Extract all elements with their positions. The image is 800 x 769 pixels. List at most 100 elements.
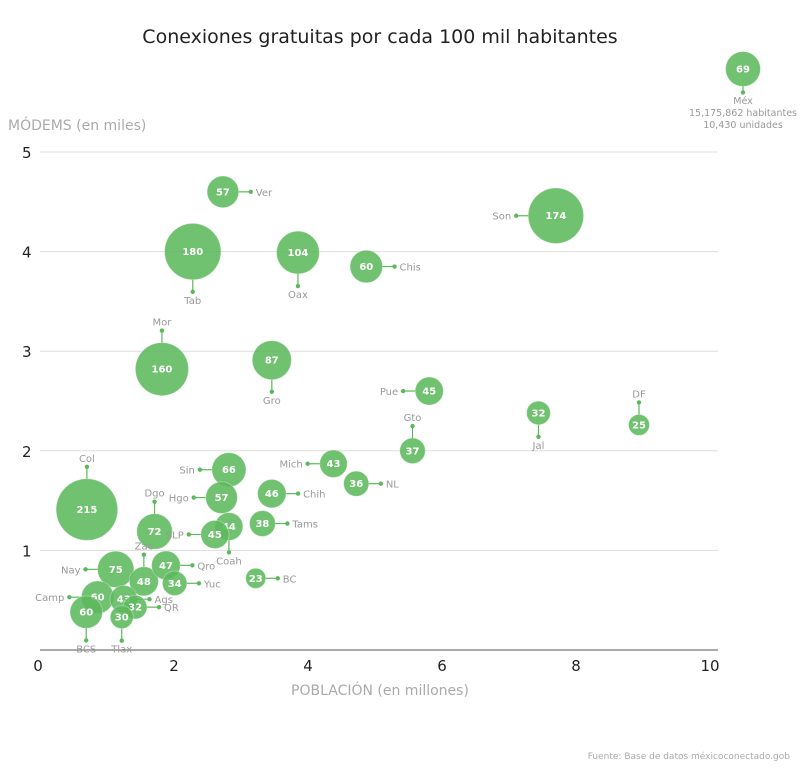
- bubble-value: 46: [265, 489, 279, 500]
- y-tick-label: 2: [22, 443, 32, 461]
- bubble-label: BCS: [76, 644, 96, 655]
- bubble-value: 38: [255, 519, 269, 530]
- leader-dot: [196, 581, 202, 586]
- bubble-value: 57: [215, 493, 229, 504]
- leader-dot: [248, 189, 253, 195]
- leader-dot: [67, 595, 72, 600]
- bubble-label: Tams: [291, 520, 318, 531]
- bubble-value: 104: [288, 248, 309, 259]
- bubble-gro: 87 Gro: [251, 340, 292, 407]
- bubble-label: Qro: [197, 561, 215, 572]
- x-tick-label: 2: [169, 657, 179, 675]
- x-tick-label: 6: [437, 657, 447, 675]
- bubble-tab: 180 Tab: [164, 222, 222, 307]
- bubble-label: QR: [164, 603, 179, 614]
- leader-dot: [513, 213, 519, 218]
- bubble-label: Gro: [263, 396, 281, 407]
- outlier-annotation: Méx 15,175,862 habitantes 10,430 unidade…: [680, 96, 800, 132]
- bubble-label: NL: [386, 480, 399, 491]
- leader-dot: [156, 604, 162, 610]
- bubble-label: Jal: [532, 441, 545, 452]
- leader-dot: [119, 638, 124, 643]
- bubble-tams: 38 Tams: [248, 510, 318, 537]
- leader-dot: [295, 283, 301, 289]
- leader-dot: [305, 461, 310, 466]
- bubble-value: 37: [406, 446, 420, 457]
- leader-dot: [159, 328, 165, 333]
- leader-dot: [197, 467, 203, 472]
- bubble-jal: 32 Jal: [526, 400, 551, 452]
- bubble-label: Ags: [155, 595, 173, 606]
- bubble-df: 25 DF: [627, 389, 650, 436]
- bubble-value: 25: [632, 420, 646, 431]
- bubble-value: 43: [326, 459, 340, 470]
- bubble-mor: 160 Mor: [134, 318, 190, 397]
- bubble-tlax: 30 Tlax: [109, 605, 134, 656]
- bubble-value: 60: [91, 593, 105, 604]
- bubble-value: 48: [137, 577, 151, 588]
- bubble-value: 72: [148, 527, 162, 538]
- bubble-label: BC: [283, 574, 297, 585]
- bubble-value: 215: [76, 505, 97, 516]
- leader-dot: [295, 491, 301, 496]
- leader-dot: [83, 567, 88, 572]
- bubble-label: Mor: [153, 318, 173, 329]
- bubble-slp: 45 SLP: [166, 519, 230, 550]
- bubble-label: Col: [79, 454, 95, 465]
- leader-dot: [84, 638, 89, 643]
- bubble-value: 174: [545, 211, 566, 222]
- bubble-nl: 36 NL: [343, 470, 399, 497]
- leader-dot: [378, 481, 384, 486]
- bubble-label: Chis: [400, 263, 421, 274]
- bubble-label: Nay: [61, 565, 81, 576]
- leader-dot: [269, 389, 275, 394]
- x-tick-label: 0: [33, 657, 43, 675]
- bubble-value: 32: [128, 603, 142, 614]
- bubble-value: 60: [79, 608, 93, 619]
- bubble-chis: 60 Chis: [349, 249, 421, 284]
- leader-dot: [226, 550, 232, 555]
- bubble-circle: [205, 481, 238, 514]
- bubble-gto: 37 Gto: [399, 413, 426, 465]
- leader-dot: [152, 499, 157, 504]
- chart-title: Conexiones gratuitas por cada 100 mil ha…: [142, 26, 618, 48]
- y-axis-label: MÓDEMS (en miles): [8, 118, 147, 134]
- bubble-label: DF: [632, 389, 646, 400]
- leader-dot: [141, 552, 147, 557]
- bubble-value: 36: [349, 479, 363, 490]
- bubble-label: Zac: [135, 542, 153, 553]
- leader-dot: [285, 521, 290, 526]
- bubble-mich: 43 Mich: [279, 449, 348, 479]
- bubble-label: SLP: [166, 530, 184, 541]
- bubble-sin: 66 Sin: [179, 452, 247, 488]
- leader-dot: [410, 423, 415, 429]
- leader-dot: [636, 400, 642, 405]
- bubble-value: 44: [222, 522, 236, 533]
- bubble-label: Dgo: [144, 489, 164, 500]
- bubble-oax: 104 Oax: [276, 230, 320, 301]
- bubble-value: 45: [422, 387, 436, 398]
- x-tick-label: 10: [700, 657, 719, 675]
- leader-dot: [400, 388, 406, 394]
- bubble-label: Sin: [179, 466, 194, 477]
- bubble-label: Chih: [303, 490, 325, 501]
- leader-dot: [740, 90, 746, 95]
- bubble-bc: 23 BC: [245, 567, 297, 589]
- bubble-label: Mich: [279, 460, 302, 471]
- bubble-label: Hgo: [169, 494, 189, 505]
- bubble-value: 45: [208, 530, 222, 541]
- bubble-value: 43: [117, 595, 131, 606]
- bubble-label: Oax: [288, 290, 308, 301]
- bubble-value: 60: [359, 262, 373, 273]
- leader-dot: [190, 289, 195, 294]
- leader-dot: [392, 264, 397, 269]
- leader-dot: [536, 434, 541, 440]
- bubble-dgo: 72 Dgo: [136, 489, 173, 550]
- x-axis-label: POBLACIÓN (en millones): [291, 683, 469, 699]
- bubble-value: 160: [152, 365, 173, 376]
- x-tick-label: 4: [303, 657, 313, 675]
- x-tick-label: 8: [571, 657, 581, 675]
- bubble-label: Son: [492, 212, 511, 223]
